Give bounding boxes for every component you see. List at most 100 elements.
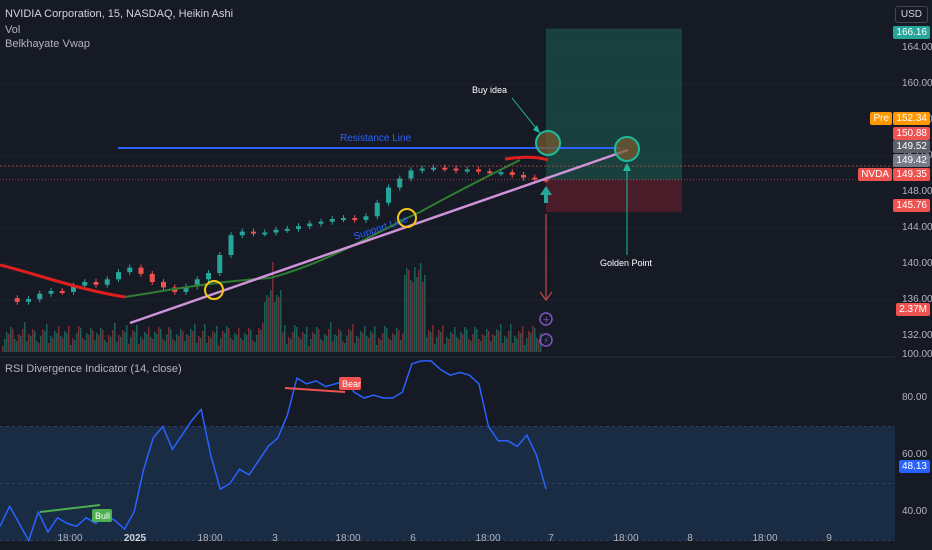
volume-bar [414,267,416,352]
candle-body [487,171,493,174]
bear-divergence-line [284,387,346,393]
volume-bar [488,331,490,352]
volume-bar [428,330,430,352]
golden-point-circle [614,136,640,162]
volume-bar [80,328,82,352]
volume-bar [258,328,260,352]
time-tick-label: 18:00 [197,533,223,544]
volume-bar [226,326,228,352]
volume-bar [302,332,304,352]
volume-bar [276,295,278,352]
volume-bar [272,262,274,352]
last-price-badge: 149.35 [893,168,930,181]
candle-body [296,226,301,229]
volume-bar [20,336,22,352]
volume-bar [266,295,268,352]
volume-bar [350,331,352,352]
volume-bar [494,336,496,352]
touch-point-circle [204,280,224,300]
volume-bar [34,331,36,352]
volume-bar [438,330,440,352]
volume-bar [132,330,134,352]
volume-bar [370,331,372,352]
volume-bar [334,334,336,352]
volume-bar [532,326,534,352]
volume-bar [490,341,492,352]
volume-bar [432,325,434,352]
candle-body [374,202,380,217]
volume-bar [114,323,116,352]
volume-bar [484,336,486,352]
volume-bar [202,331,204,352]
rsi-tick-label: 40.00 [902,506,928,517]
bull-label: Bull [95,511,110,521]
rsi-legend[interactable]: RSI Divergence Indicator (14, close) [5,363,182,375]
volume-bar [430,332,432,352]
volume-bar [90,328,92,352]
volume-bar [138,344,140,352]
volume-bar [230,338,232,352]
volume-bar [308,346,310,352]
volume-bar [496,329,498,352]
rsi-tick-label: 80.00 [902,392,928,403]
candle-body [476,169,481,172]
volume-bar [454,327,456,352]
volume-bar [450,332,452,352]
volume-bar [320,339,322,352]
rsi-line [0,360,547,543]
candle-body [59,291,65,293]
volume-bar [2,346,4,352]
volume-bar [290,339,292,352]
volume-bar [520,333,522,352]
volume-bar [160,329,162,352]
volume-bar [356,336,358,352]
symbol-legend[interactable]: NVIDIA Corporation, 15, NASDAQ, Heikin A… [5,8,234,20]
volume-bar [82,338,84,352]
volume-bar [466,329,468,352]
volume-legend[interactable]: Vol [5,24,21,36]
price-tick-label: 132.00 [902,330,932,341]
bull-divergence-line [39,504,101,513]
volume-bar [404,275,406,352]
volume-bar [148,327,150,352]
volume-bar [422,282,424,352]
rsi-value-badge: 48.13 [898,460,930,473]
candle-body [149,273,155,282]
volume-bar [508,331,510,352]
volume-bar [22,329,24,352]
buy-idea-arrowhead [533,125,540,133]
volume-bar [534,328,536,352]
volume-bar [286,344,288,352]
volume-bar [254,342,256,352]
price-tick-label: 164.00 [902,42,932,53]
price-tick-label: 144.00 [902,222,932,233]
volume-bar [486,329,488,352]
touch-point-circle [397,208,417,228]
volume-bar [248,328,250,352]
volume-bar [206,343,208,352]
volume-bar [446,337,448,352]
candle-body [104,279,110,285]
volume-bar [530,333,532,352]
volume-bar [378,338,380,352]
volume-bar [396,328,398,352]
candle-body [217,255,223,273]
price-badge-red: 150.88 [893,127,930,140]
volume-bar [84,340,86,352]
volume-bar [418,270,420,352]
volume-bar [204,324,206,352]
volume-bar [408,270,410,352]
volume-bar [8,334,10,352]
vwap-line-green [124,159,521,298]
candle-body [206,273,211,280]
volume-bar [104,340,106,352]
time-tick-label: 18:00 [752,533,778,544]
candle-body [509,172,515,175]
volume-bar [136,325,138,352]
volume-bar [478,339,480,352]
volume-bar [94,340,96,352]
volume-bar [318,329,320,352]
currency-button[interactable]: USD [894,6,928,23]
vwap-legend[interactable]: Belkhayate Vwap [5,38,90,50]
